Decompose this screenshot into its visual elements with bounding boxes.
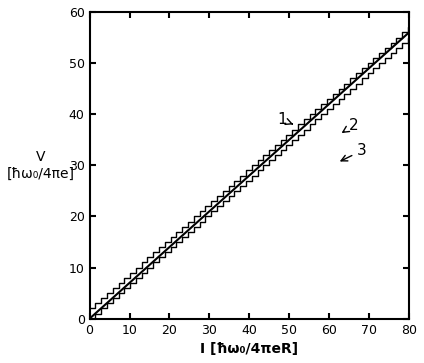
X-axis label: I [ħω₀/4πeR]: I [ħω₀/4πeR] <box>200 342 298 356</box>
Text: 1: 1 <box>277 113 293 127</box>
Text: 2: 2 <box>343 118 359 132</box>
Y-axis label: V
[ħω₀/4πe]: V [ħω₀/4πe] <box>7 150 75 180</box>
Text: 3: 3 <box>341 143 367 161</box>
